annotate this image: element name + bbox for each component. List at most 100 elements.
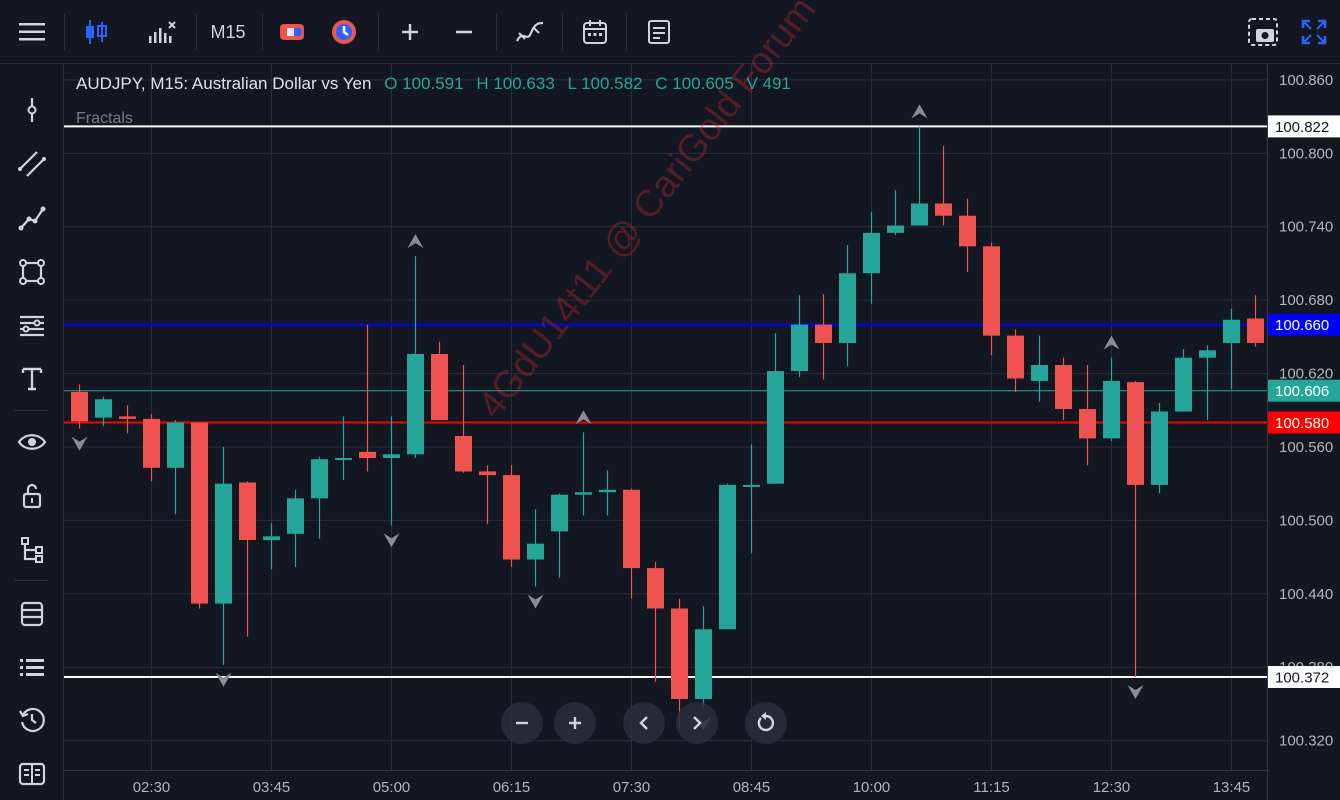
object-tree-icon[interactable] — [8, 528, 56, 572]
fractal-up-arrow — [911, 104, 928, 119]
price-tick-label: 100.440 — [1279, 586, 1333, 603]
scroll-left-button[interactable] — [623, 702, 665, 744]
candle-body-up — [1151, 411, 1168, 485]
legend-high: H 100.633 — [476, 74, 555, 93]
reset-icon — [757, 712, 775, 732]
compare-icon[interactable] — [272, 12, 312, 52]
candle-body-up — [407, 353, 424, 455]
time-tick-label: 10:00 — [853, 779, 891, 796]
candle-body-up — [695, 629, 712, 700]
candle-body-down — [1079, 409, 1096, 439]
text-tool-icon[interactable] — [8, 356, 56, 400]
candle-body-up — [311, 459, 328, 499]
candle-body-down — [359, 451, 376, 458]
candle-body-up — [1223, 319, 1240, 343]
candle-body-up — [887, 225, 904, 233]
candle-body-down — [1007, 335, 1024, 379]
price-label-box — [1268, 379, 1340, 402]
details-list-icon[interactable] — [8, 646, 56, 690]
candle-body-up — [95, 399, 112, 418]
legend-low: L 100.582 — [567, 74, 643, 93]
polyline-icon[interactable] — [8, 196, 56, 240]
timeframe-button[interactable]: M15 — [210, 21, 246, 42]
reset-chart-button[interactable] — [745, 702, 787, 744]
candle-body-down — [431, 353, 448, 421]
candle-body-up — [1031, 364, 1048, 381]
candle-body-down — [143, 418, 160, 468]
fractal-up-arrow — [575, 410, 592, 425]
price-tick-label: 100.320 — [1279, 733, 1333, 750]
candle-body-up — [527, 543, 544, 560]
scroll-right-button[interactable] — [676, 702, 718, 744]
candle-body-up — [215, 483, 232, 604]
candle-body-down — [647, 568, 664, 609]
time-tick-label: 03:45 — [253, 779, 291, 796]
history-icon[interactable] — [8, 698, 56, 742]
shapes-icon[interactable] — [8, 250, 56, 294]
chart-legend: AUDJPY, M15: Australian Dollar vs Yen O … — [76, 74, 791, 94]
price-tick-label: 100.680 — [1279, 292, 1333, 309]
candle-body-up — [167, 422, 184, 468]
candle-body-up — [1103, 380, 1120, 439]
candle-body-down — [119, 416, 136, 419]
calendar-icon[interactable] — [574, 12, 616, 52]
candle-body-up — [263, 536, 280, 540]
fullscreen-icon[interactable] — [1294, 12, 1334, 52]
fractal-down-arrow — [527, 594, 544, 609]
price-label-text: 100.606 — [1275, 383, 1329, 400]
chart-zoom-in-button[interactable] — [554, 702, 596, 744]
time-tick-label: 06:15 — [493, 779, 531, 796]
candle-body-up — [863, 232, 880, 274]
fractal-down-arrow — [215, 672, 232, 687]
candle-body-up — [599, 489, 616, 493]
legend-open: O 100.591 — [384, 74, 464, 93]
drawing-tools-icon[interactable] — [508, 12, 552, 52]
top-toolbar: M15 — [0, 0, 1340, 64]
candle-body-up — [383, 454, 400, 458]
candle-body-up — [287, 498, 304, 534]
legend-close: C 100.605 — [655, 74, 734, 93]
alert-clock-icon[interactable] — [324, 12, 364, 52]
fractal-down-arrow — [1127, 685, 1144, 700]
screenshot-icon[interactable] — [1242, 12, 1284, 52]
plus-icon — [569, 717, 581, 729]
time-tick-label: 08:45 — [733, 779, 771, 796]
candle-body-down — [455, 435, 472, 472]
candle-body-down — [239, 482, 256, 540]
price-label-box — [1268, 411, 1340, 434]
candlestick-chart-icon[interactable] — [76, 12, 116, 52]
fractal-up-arrow — [407, 234, 424, 249]
time-tick-label: 07:30 — [613, 779, 651, 796]
candle-body-down — [983, 246, 1000, 336]
time-tick-label: 11:15 — [973, 779, 1009, 796]
price-label-box — [1268, 313, 1340, 336]
fib-retracement-icon[interactable] — [8, 304, 56, 348]
symbol-title[interactable]: AUDJPY, M15: Australian Dollar vs Yen — [76, 74, 372, 93]
candle-body-down — [479, 471, 496, 476]
news-icon[interactable] — [8, 752, 56, 796]
lock-icon[interactable] — [8, 474, 56, 518]
price-label-text: 100.580 — [1275, 415, 1329, 432]
watchlist-icon[interactable] — [8, 592, 56, 636]
visibility-eye-icon[interactable] — [8, 420, 56, 464]
notes-icon[interactable] — [638, 12, 680, 52]
price-label-text: 100.660 — [1275, 317, 1329, 334]
candle-body-up — [911, 203, 928, 226]
crosshair-icon[interactable] — [8, 88, 56, 132]
trend-line-icon[interactable] — [8, 142, 56, 186]
candle-body-down — [1055, 364, 1072, 410]
candle-body-up — [1175, 357, 1192, 412]
chart-zoom-out-button[interactable] — [501, 702, 543, 744]
candle-body-down — [671, 608, 688, 700]
zoom-out-icon[interactable] — [444, 12, 484, 52]
indicator-label[interactable]: Fractals — [76, 110, 133, 127]
price-chart[interactable]: 100.860 100.800 100.740 100.680 100.620 100.5… — [64, 64, 1340, 800]
candle-body-down — [71, 391, 88, 422]
price-label-text: 100.822 — [1275, 119, 1329, 136]
indicators-icon[interactable] — [142, 12, 182, 52]
menu-icon[interactable] — [12, 12, 52, 52]
candle-body-up — [743, 484, 760, 487]
price-tick-label: 100.560 — [1279, 439, 1333, 456]
zoom-in-icon[interactable] — [390, 12, 430, 52]
candle-body-up — [839, 273, 856, 343]
